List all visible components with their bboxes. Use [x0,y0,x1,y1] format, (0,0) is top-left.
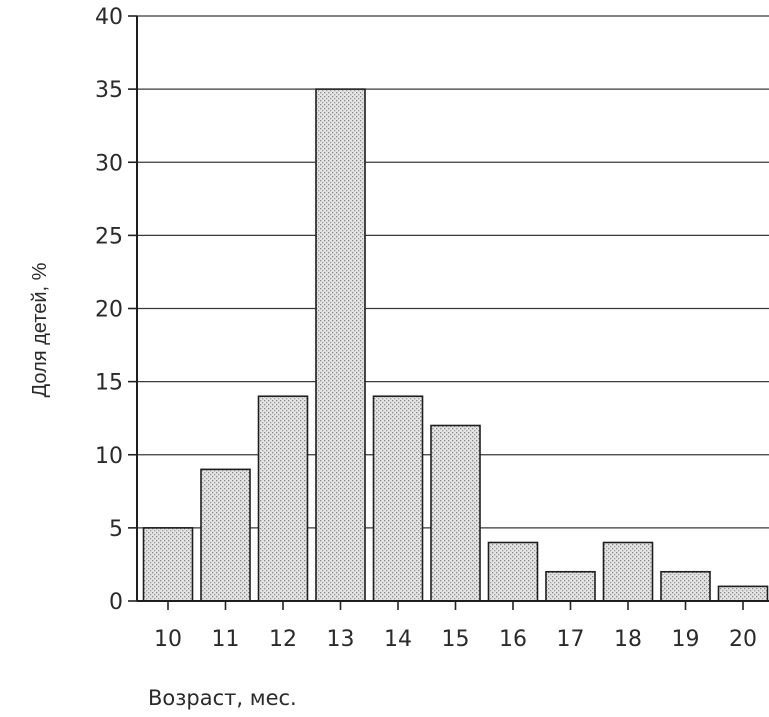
bar [717,585,769,602]
bar [602,541,654,602]
x-tick-label: 13 [327,627,355,652]
tick-labels: 0 5 10 15 20 25 30 35 40 10 11 12 13 14 15 16 17 18 19 20 [95,5,757,652]
y-tick-label: 5 [109,517,123,542]
y-tick-label: 10 [95,444,123,469]
bar [545,570,596,602]
bar [372,395,424,602]
x-tick-label: 15 [442,627,470,652]
x-tick-label: 10 [154,627,182,652]
y-tick-label: 0 [109,590,123,615]
y-tick-label: 30 [95,151,123,176]
bar [142,527,194,602]
x-tick-label: 14 [384,627,412,652]
x-axis-title: Возраст, мес. [148,686,297,710]
bar [430,424,481,602]
bar [257,395,309,602]
y-tick-label: 20 [95,298,123,323]
y-tick-label: 25 [95,224,123,249]
grid-lines [137,15,769,529]
x-tick-label: 11 [212,627,240,652]
x-tick-label: 16 [499,627,527,652]
y-axis-title: Доля детей, % [29,262,51,397]
bar [315,88,366,602]
x-tick-label: 18 [614,627,642,652]
x-tick-label: 17 [557,627,585,652]
axes [128,15,769,610]
bar [660,570,711,602]
y-tick-label: 40 [95,5,123,30]
bars [142,88,769,602]
x-tick-label: 12 [269,627,297,652]
x-tick-label: 19 [672,627,700,652]
y-tick-label: 35 [95,78,123,103]
y-tick-label: 15 [95,371,123,396]
bar [200,468,251,602]
x-tick-label: 20 [729,627,757,652]
bar [487,541,539,602]
